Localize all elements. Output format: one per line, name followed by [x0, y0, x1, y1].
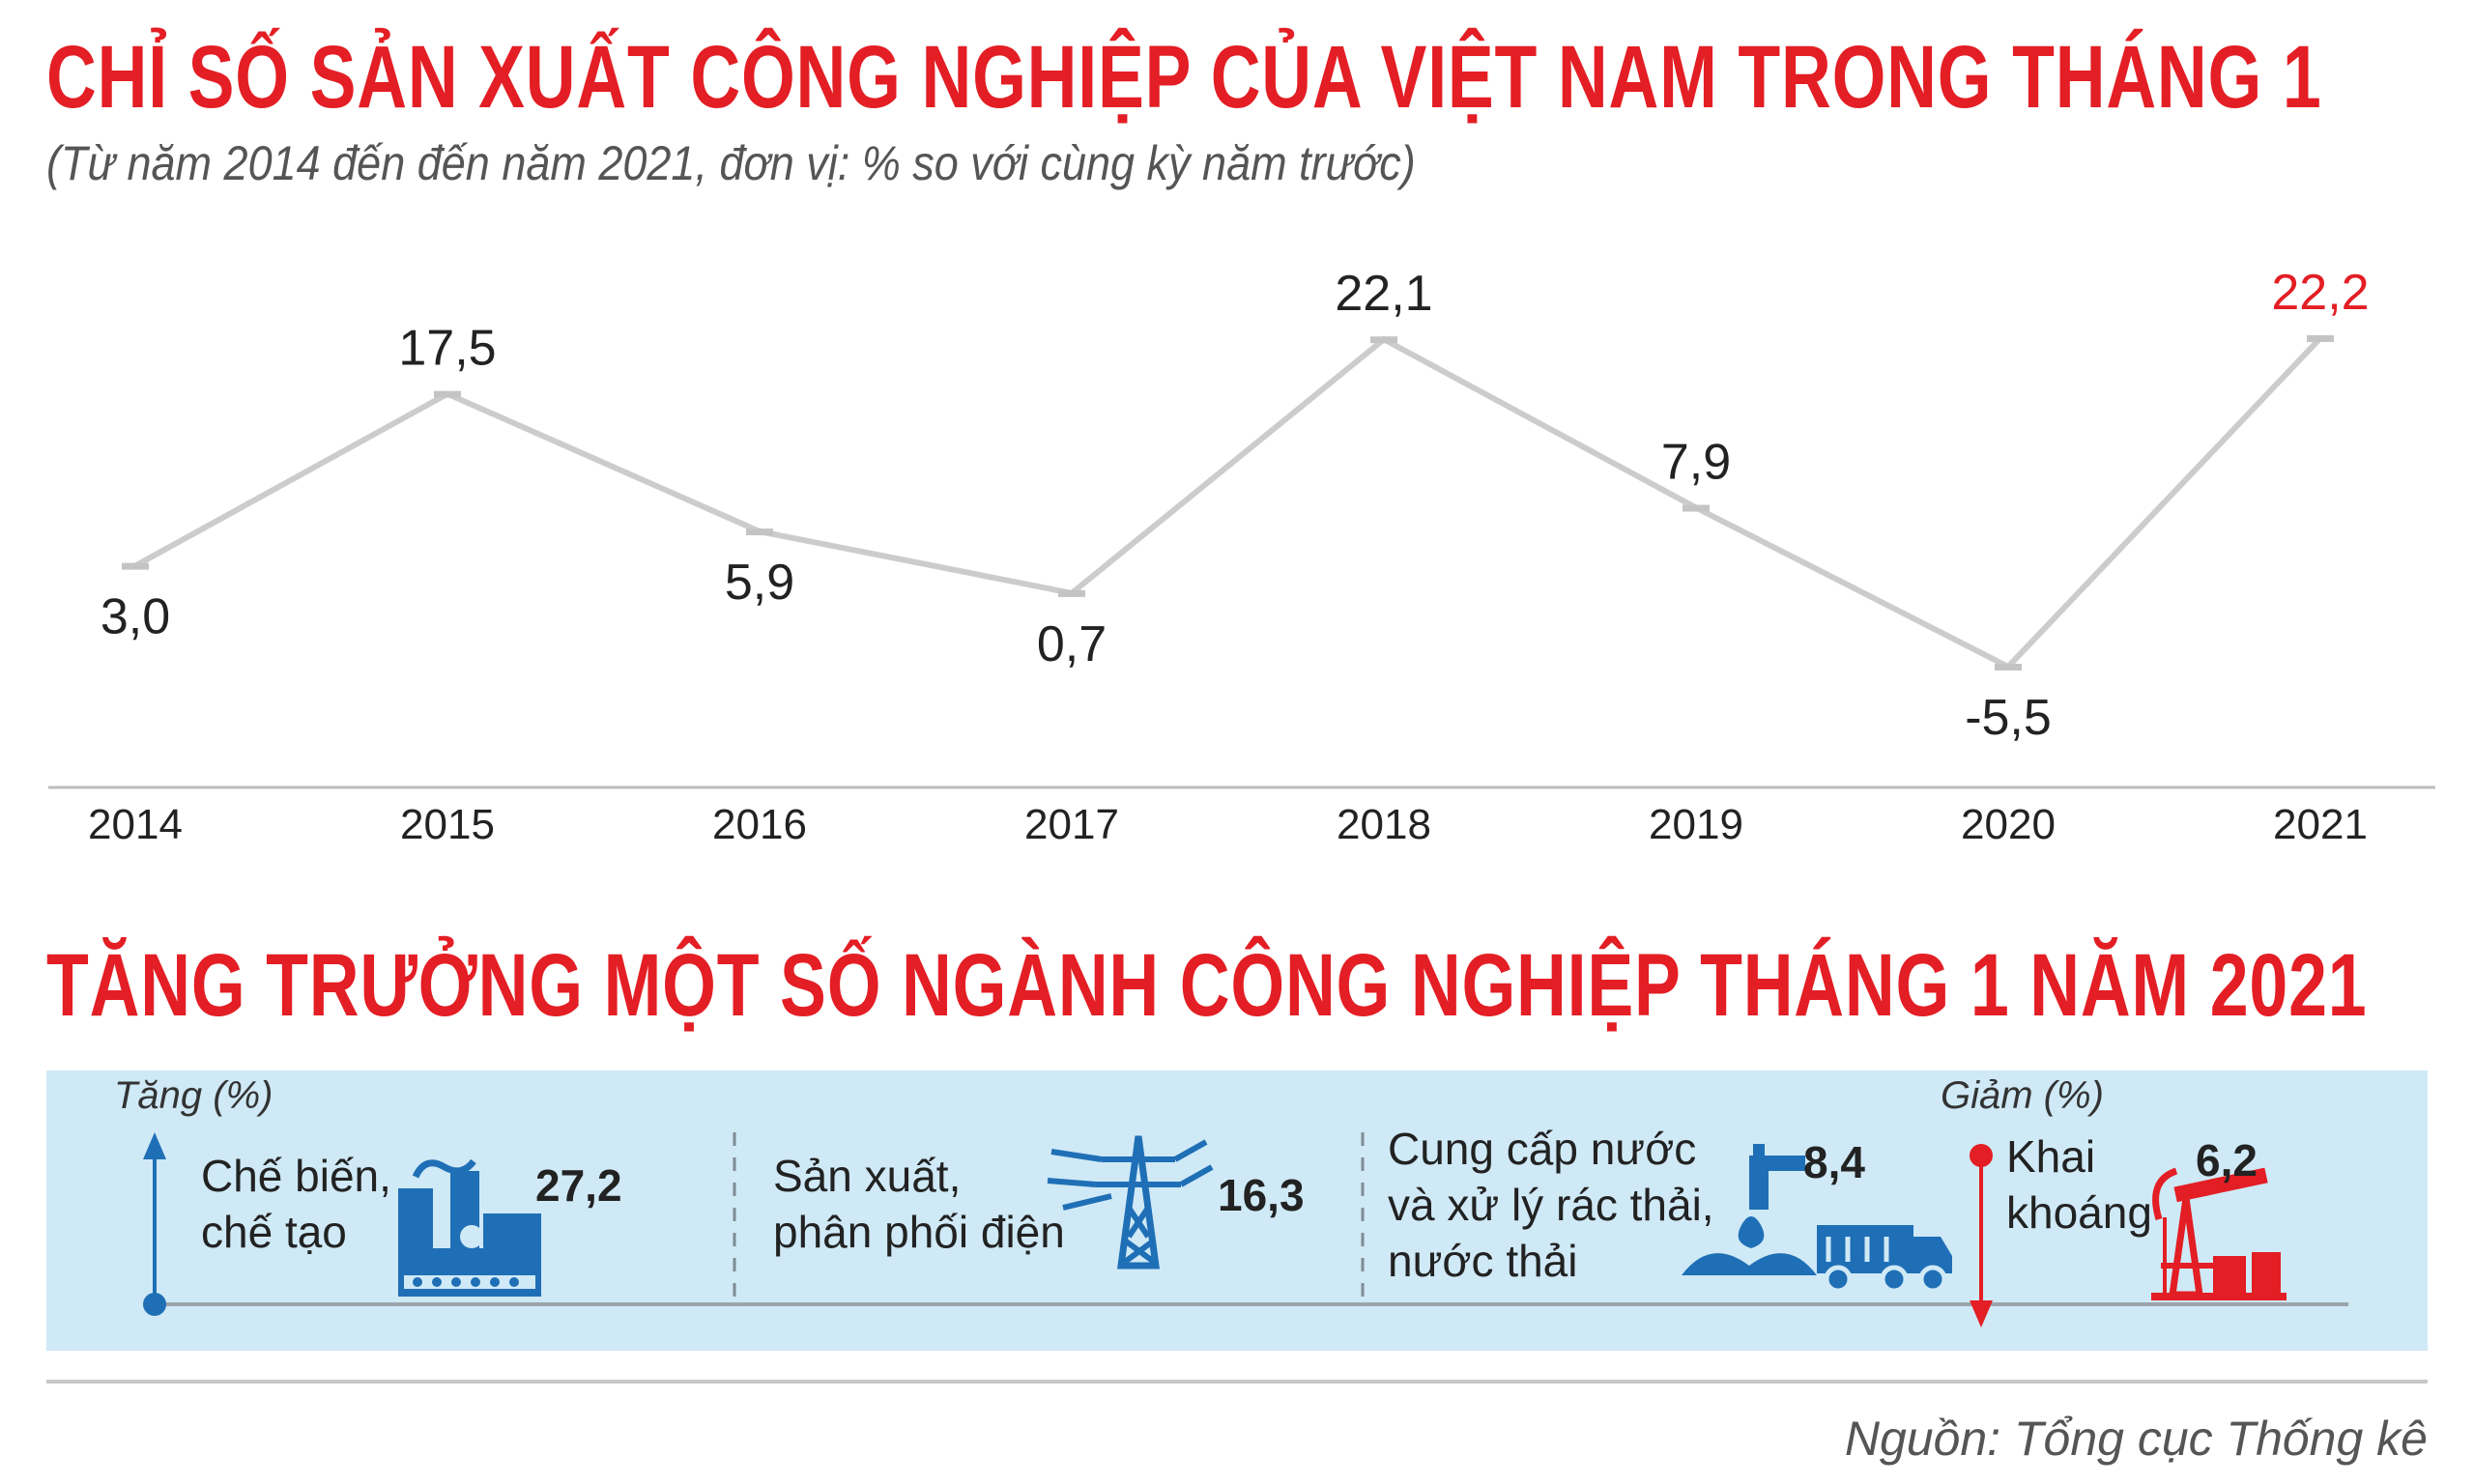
increase-arrow-icon	[143, 1132, 166, 1316]
increase-axis-label: Tăng (%)	[114, 1074, 273, 1117]
x-tick-label-2014: 2014	[88, 801, 183, 848]
data-point-2021	[2307, 335, 2334, 342]
x-tick-label-2017: 2017	[1024, 801, 1119, 848]
x-tick-label-2016: 2016	[712, 801, 807, 848]
item-label-mining: Khai khoáng	[2006, 1131, 2152, 1238]
data-point-2020	[1995, 664, 2022, 671]
data-point-2017	[1058, 589, 1085, 597]
x-tick-label-2021: 2021	[2273, 801, 2368, 848]
water-tap-truck-icon	[1682, 1144, 1952, 1294]
data-point-2014	[122, 562, 149, 570]
x-tick-label-2018: 2018	[1337, 801, 1431, 848]
data-point-2018	[1370, 336, 1397, 344]
x-tick-label-2020: 2020	[1961, 801, 2056, 848]
data-label-2017: 0,7	[1037, 616, 1107, 672]
item-value-water-waste: 8,4	[1803, 1137, 1865, 1187]
decrease-arrow-icon	[1970, 1144, 1993, 1327]
item-value-electricity: 16,3	[1218, 1170, 1305, 1220]
data-label-2018: 22,1	[1335, 266, 1432, 322]
x-tick-label-2015: 2015	[400, 801, 495, 848]
line-chart: 3,0 2014 17,5 2015 5,9 2016 0,7 2017 22,1 2018 7,9…	[48, 265, 2435, 848]
item-label-electricity: Sản xuất, phân phối điện	[773, 1151, 1065, 1257]
power-tower-icon	[1047, 1135, 1214, 1270]
x-tick-label-2019: 2019	[1649, 801, 1743, 848]
data-point-2016	[746, 528, 773, 536]
item-label-manufacturing: Chế biến, chế tạo	[201, 1151, 391, 1257]
factory-icon	[398, 1158, 541, 1297]
item-label-water-waste: Cung cấp nước và xử lý rác thải, nước th…	[1388, 1124, 1714, 1286]
data-label-2016: 5,9	[725, 555, 794, 611]
chart-subtitle: (Từ năm 2014 đến đến năm 2021, đơn vị: %…	[46, 136, 1416, 190]
data-label-2019: 7,9	[1661, 435, 1731, 491]
data-point-2015	[434, 390, 461, 398]
section-title: TĂNG TRƯỞNG MỘT SỐ NGÀNH CÔNG NGHIỆP THÁ…	[46, 936, 2368, 1035]
footer-divider	[46, 1380, 2428, 1384]
data-label-2020: -5,5	[1965, 690, 2052, 746]
data-label-2015: 17,5	[398, 321, 496, 377]
data-point-2019	[1683, 504, 1710, 512]
item-value-manufacturing: 27,2	[535, 1160, 622, 1211]
decrease-axis-label: Giảm (%)	[1941, 1074, 2104, 1117]
item-value-mining: 6,2	[2196, 1135, 2258, 1185]
chart-title: CHỈ SỐ SẢN XUẤT CÔNG NGHIỆP CỦA VIỆT NAM…	[46, 28, 2322, 127]
data-label-2014: 3,0	[101, 589, 170, 645]
series-line	[133, 335, 2323, 671]
data-label-2021: 22,2	[2271, 265, 2369, 321]
source-note: Nguồn: Tổng cục Thống kê	[1844, 1412, 2428, 1466]
oil-pump-icon	[2151, 1167, 2287, 1300]
